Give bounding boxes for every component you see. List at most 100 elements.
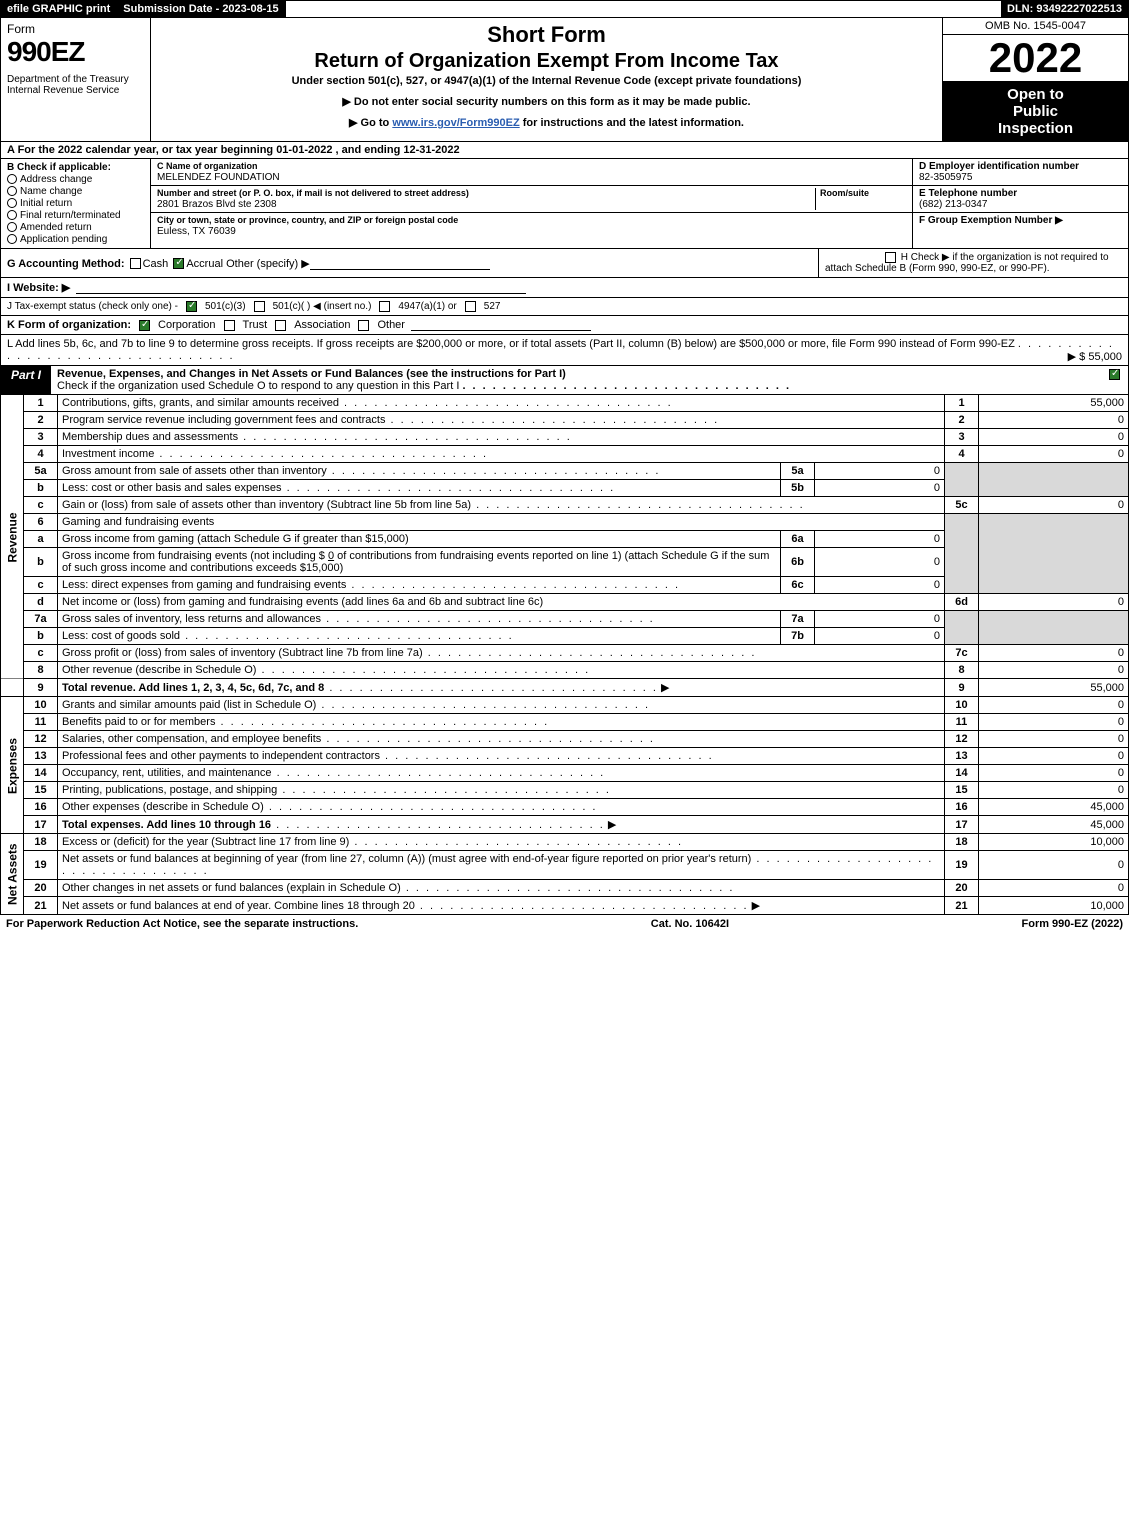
part1-header: Part I Revenue, Expenses, and Changes in…	[0, 366, 1129, 395]
k-corp: Corporation	[158, 319, 215, 331]
line-value: 0	[979, 714, 1129, 731]
line-ref: 6d	[945, 594, 979, 611]
line-num: b	[24, 480, 58, 497]
b-item: Final return/terminated	[7, 210, 144, 221]
j-pre: J Tax-exempt status (check only one) -	[7, 301, 178, 312]
table-row: 5a Gross amount from sale of assets othe…	[1, 463, 1129, 480]
line-num: 10	[24, 697, 58, 714]
dept-label: Department of the Treasury Internal Reve…	[7, 74, 144, 96]
goto-post: for instructions and the latest informat…	[520, 117, 744, 129]
checkbox-icon[interactable]	[173, 258, 184, 269]
line-ref: 10	[945, 697, 979, 714]
checkbox-icon[interactable]	[7, 210, 17, 220]
table-row: 8 Other revenue (describe in Schedule O)…	[1, 662, 1129, 679]
revenue-sidetab: Revenue	[1, 395, 24, 679]
website-input[interactable]	[76, 282, 526, 294]
b-item-label: Initial return	[20, 198, 72, 209]
line-ref: 9	[945, 679, 979, 697]
line-value: 55,000	[979, 395, 1129, 412]
open-line1: Open to	[947, 86, 1124, 103]
line-desc: Other expenses (describe in Schedule O)	[58, 799, 945, 816]
line-value: 45,000	[979, 799, 1129, 816]
checkbox-icon[interactable]	[465, 301, 476, 312]
checkbox-icon[interactable]	[1109, 369, 1120, 380]
line-ref: 15	[945, 782, 979, 799]
sub-line-num: 6c	[781, 577, 815, 594]
line-num: 6	[24, 514, 58, 531]
line-num: 9	[24, 679, 58, 697]
sub-line-value: 0	[815, 548, 945, 577]
checkbox-icon[interactable]	[139, 320, 150, 331]
footer-right: Form 990-EZ (2022)	[1022, 918, 1123, 930]
form-header: Form 990EZ Department of the Treasury In…	[0, 18, 1129, 142]
checkbox-icon[interactable]	[7, 198, 17, 208]
line-desc: Net assets or fund balances at beginning…	[58, 851, 945, 880]
checkbox-icon[interactable]	[254, 301, 265, 312]
line-ref: 14	[945, 765, 979, 782]
g-accounting: G Accounting Method: Cash Accrual Other …	[1, 254, 812, 273]
table-row: 3 Membership dues and assessments 3 0	[1, 429, 1129, 446]
line-ref: 5c	[945, 497, 979, 514]
table-row: d Net income or (loss) from gaming and f…	[1, 594, 1129, 611]
l-gross-receipts-row: L Add lines 5b, 6c, and 7b to line 9 to …	[0, 335, 1129, 366]
line-desc: Grants and similar amounts paid (list in…	[58, 697, 945, 714]
b-item: Amended return	[7, 222, 144, 233]
k-assoc: Association	[294, 319, 350, 331]
dln: DLN: 93492227022513	[1001, 1, 1128, 17]
sub-line-num: 6b	[781, 548, 815, 577]
checkbox-icon[interactable]	[7, 234, 17, 244]
omb-number: OMB No. 1545-0047	[943, 18, 1128, 35]
line-ref: 21	[945, 897, 979, 915]
line-ref: 1	[945, 395, 979, 412]
line-desc: Net assets or fund balances at end of ye…	[58, 897, 945, 915]
part1-tag: Part I	[1, 366, 51, 394]
line-value: 0	[979, 497, 1129, 514]
line-desc: Total revenue. Add lines 1, 2, 3, 4, 5c,…	[58, 679, 945, 697]
footer-left: For Paperwork Reduction Act Notice, see …	[6, 918, 358, 930]
j-527: 527	[484, 301, 501, 312]
line-value: 55,000	[979, 679, 1129, 697]
checkbox-icon[interactable]	[130, 258, 141, 269]
checkbox-icon[interactable]	[358, 320, 369, 331]
b-item-label: Name change	[20, 186, 82, 197]
line-num: 4	[24, 446, 58, 463]
checkbox-icon[interactable]	[379, 301, 390, 312]
checkbox-icon[interactable]	[885, 252, 896, 263]
line-desc: Less: cost or other basis and sales expe…	[58, 480, 781, 497]
table-row: 15 Printing, publications, postage, and …	[1, 782, 1129, 799]
b-item: Application pending	[7, 234, 144, 245]
checkbox-icon[interactable]	[224, 320, 235, 331]
line-value: 10,000	[979, 897, 1129, 915]
h-schedule-b: H Check ▶ if the organization is not req…	[818, 249, 1128, 277]
table-row: 20 Other changes in net assets or fund b…	[1, 880, 1129, 897]
checkbox-icon[interactable]	[186, 301, 197, 312]
line-desc: Program service revenue including govern…	[58, 412, 945, 429]
line-num: 17	[24, 816, 58, 834]
line-ref: 8	[945, 662, 979, 679]
sub-line-value: 0	[815, 577, 945, 594]
line-desc: Contributions, gifts, grants, and simila…	[58, 395, 945, 412]
grey-cell	[945, 514, 979, 594]
room-label: Room/suite	[820, 188, 869, 198]
sub-line-value: 0	[815, 628, 945, 645]
line-value: 45,000	[979, 816, 1129, 834]
line-desc: Professional fees and other payments to …	[58, 748, 945, 765]
checkbox-icon[interactable]	[275, 320, 286, 331]
blank-input[interactable]	[411, 319, 591, 331]
section-b: B Check if applicable: Address change Na…	[1, 159, 151, 248]
table-row: 21 Net assets or fund balances at end of…	[1, 897, 1129, 915]
table-row: 7a Gross sales of inventory, less return…	[1, 611, 1129, 628]
c-name-label: C Name of organization	[157, 161, 258, 171]
line-num: c	[24, 577, 58, 594]
blank-input[interactable]	[310, 258, 490, 270]
checkbox-icon[interactable]	[7, 186, 17, 196]
checkbox-icon[interactable]	[7, 222, 17, 232]
ssn-note: ▶ Do not enter social security numbers o…	[159, 95, 934, 108]
header-left: Form 990EZ Department of the Treasury In…	[1, 18, 151, 141]
sub-line-num: 6a	[781, 531, 815, 548]
line-num: 11	[24, 714, 58, 731]
b-item-label: Address change	[20, 174, 92, 185]
checkbox-icon[interactable]	[7, 174, 17, 184]
irs-link[interactable]: www.irs.gov/Form990EZ	[392, 117, 519, 129]
f-label: F Group Exemption Number ▶	[919, 215, 1063, 226]
